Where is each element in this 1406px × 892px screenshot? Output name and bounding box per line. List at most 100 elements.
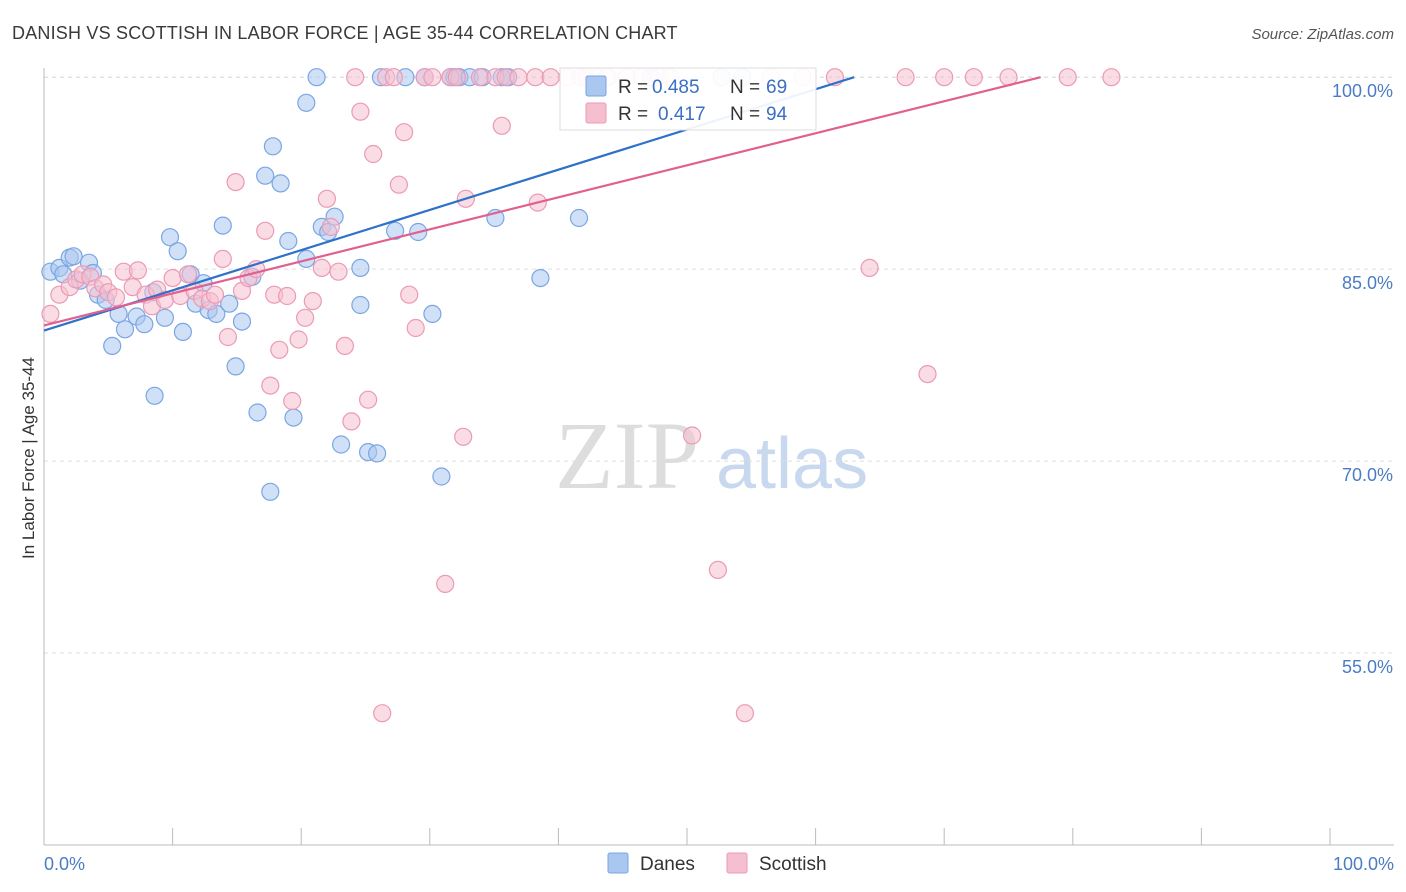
point-danes-16 (145, 386, 164, 405)
point-scottish-36 (289, 330, 308, 349)
point-danes-18 (160, 228, 180, 247)
point-scottish-67 (509, 68, 528, 87)
point-scottish-35 (283, 391, 302, 411)
point-danes-48 (368, 444, 387, 463)
point-danes-17 (155, 308, 174, 327)
point-scottish-65 (492, 116, 511, 135)
point-danes-4 (64, 247, 83, 266)
legend-n-label-danes: N = (730, 77, 760, 98)
axes (43, 68, 1394, 846)
point-danes-27 (220, 294, 239, 313)
point-danes-34 (263, 137, 282, 156)
series-legend: Danes Scottish (607, 852, 827, 875)
y-tick-label-70: 70.0% (1342, 465, 1393, 485)
point-scottish-44 (342, 412, 361, 431)
point-scottish-30 (256, 221, 275, 240)
point-scottish-9 (106, 288, 126, 307)
y-axis-label: In Labor Force | Age 35-44 (19, 357, 38, 559)
point-danes-40 (307, 68, 326, 87)
trendline-scottish (43, 76, 1041, 327)
point-scottish-17 (163, 269, 182, 288)
point-scottish-51 (384, 68, 403, 87)
y-tick-label-55: 55.0% (1342, 657, 1393, 677)
point-danes-37 (284, 408, 303, 427)
point-danes-32 (256, 166, 275, 185)
legend-swatch-scottish (585, 102, 607, 124)
legend-n-label-scottish: N = (730, 104, 760, 125)
point-scottish-81 (708, 560, 728, 580)
point-danes-64 (531, 269, 550, 288)
bottom-legend-swatch-scottish (726, 852, 748, 874)
point-scottish-31 (261, 376, 280, 395)
legend-r-value-scottish: 0.417 (658, 104, 706, 125)
point-scottish-39 (312, 258, 331, 277)
point-scottish-19 (178, 265, 198, 284)
point-danes-44 (332, 435, 351, 454)
point-danes-50 (386, 221, 405, 240)
chart-source: Source: ZipAtlas.com (1251, 26, 1394, 43)
point-scottish-63 (470, 68, 490, 87)
point-danes-33 (261, 482, 280, 501)
x-tick-label-max: 100.0% (1333, 854, 1394, 874)
scatter-points (41, 68, 1121, 723)
point-scottish-93 (1102, 68, 1121, 87)
point-danes-46 (351, 295, 370, 315)
point-scottish-49 (373, 704, 392, 723)
point-scottish-82 (735, 704, 755, 723)
watermark-atlas: atlas (716, 424, 868, 504)
point-scottish-90 (964, 68, 983, 87)
point-scottish-57 (423, 68, 442, 87)
point-danes-35 (271, 174, 290, 193)
point-scottish-88 (918, 365, 937, 384)
point-danes-19 (168, 242, 187, 261)
point-scottish-33 (270, 340, 289, 359)
point-scottish-24 (213, 249, 232, 268)
chart-title: DANISH VS SCOTTISH IN LABOR FORCE | AGE … (12, 23, 678, 43)
point-danes-12 (115, 320, 135, 339)
point-scottish-43 (335, 336, 354, 355)
point-danes-26 (213, 216, 232, 235)
point-scottish-54 (400, 285, 419, 304)
point-scottish-41 (321, 217, 340, 236)
point-scottish-45 (346, 68, 365, 87)
point-scottish-60 (447, 68, 466, 87)
point-danes-31 (248, 403, 267, 422)
point-scottish-46 (351, 102, 370, 121)
bottom-legend-label-danes: Danes (640, 854, 695, 875)
point-danes-55 (432, 467, 451, 486)
point-danes-29 (232, 312, 252, 331)
legend-swatch-danes (585, 75, 607, 97)
y-tick-label-100: 100.0% (1332, 81, 1393, 101)
point-scottish-86 (860, 258, 879, 277)
point-scottish-26 (226, 173, 245, 192)
point-scottish-0 (41, 304, 60, 323)
point-danes-65 (569, 208, 589, 228)
point-scottish-55 (406, 318, 425, 338)
x-tick-label-min: 0.0% (44, 854, 85, 874)
stats-legend: R = 0.485 N = 69 R = 0.417 N = 94 (559, 67, 817, 131)
point-scottish-80 (682, 426, 702, 445)
point-scottish-53 (395, 123, 414, 142)
point-scottish-61 (454, 427, 473, 446)
point-danes-45 (351, 258, 370, 277)
legend-r-label-scottish: R = (618, 104, 648, 125)
point-danes-20 (173, 322, 192, 341)
point-scottish-38 (303, 292, 322, 311)
point-danes-36 (279, 231, 298, 251)
legend-n-value-danes: 69 (766, 77, 787, 98)
legend-r-value-danes: 0.485 (652, 77, 700, 98)
point-scottish-34 (278, 286, 297, 306)
point-scottish-92 (1058, 68, 1077, 87)
point-scottish-42 (329, 262, 348, 281)
watermark-zip: ZIP (555, 402, 699, 509)
bottom-legend-swatch-danes (607, 852, 629, 874)
point-scottish-25 (218, 327, 237, 347)
point-scottish-48 (364, 144, 383, 164)
point-scottish-37 (296, 308, 315, 327)
point-danes-10 (103, 336, 122, 355)
point-scottish-40 (317, 189, 336, 208)
point-danes-14 (135, 315, 154, 334)
point-danes-39 (297, 93, 316, 112)
point-scottish-70 (541, 68, 560, 87)
